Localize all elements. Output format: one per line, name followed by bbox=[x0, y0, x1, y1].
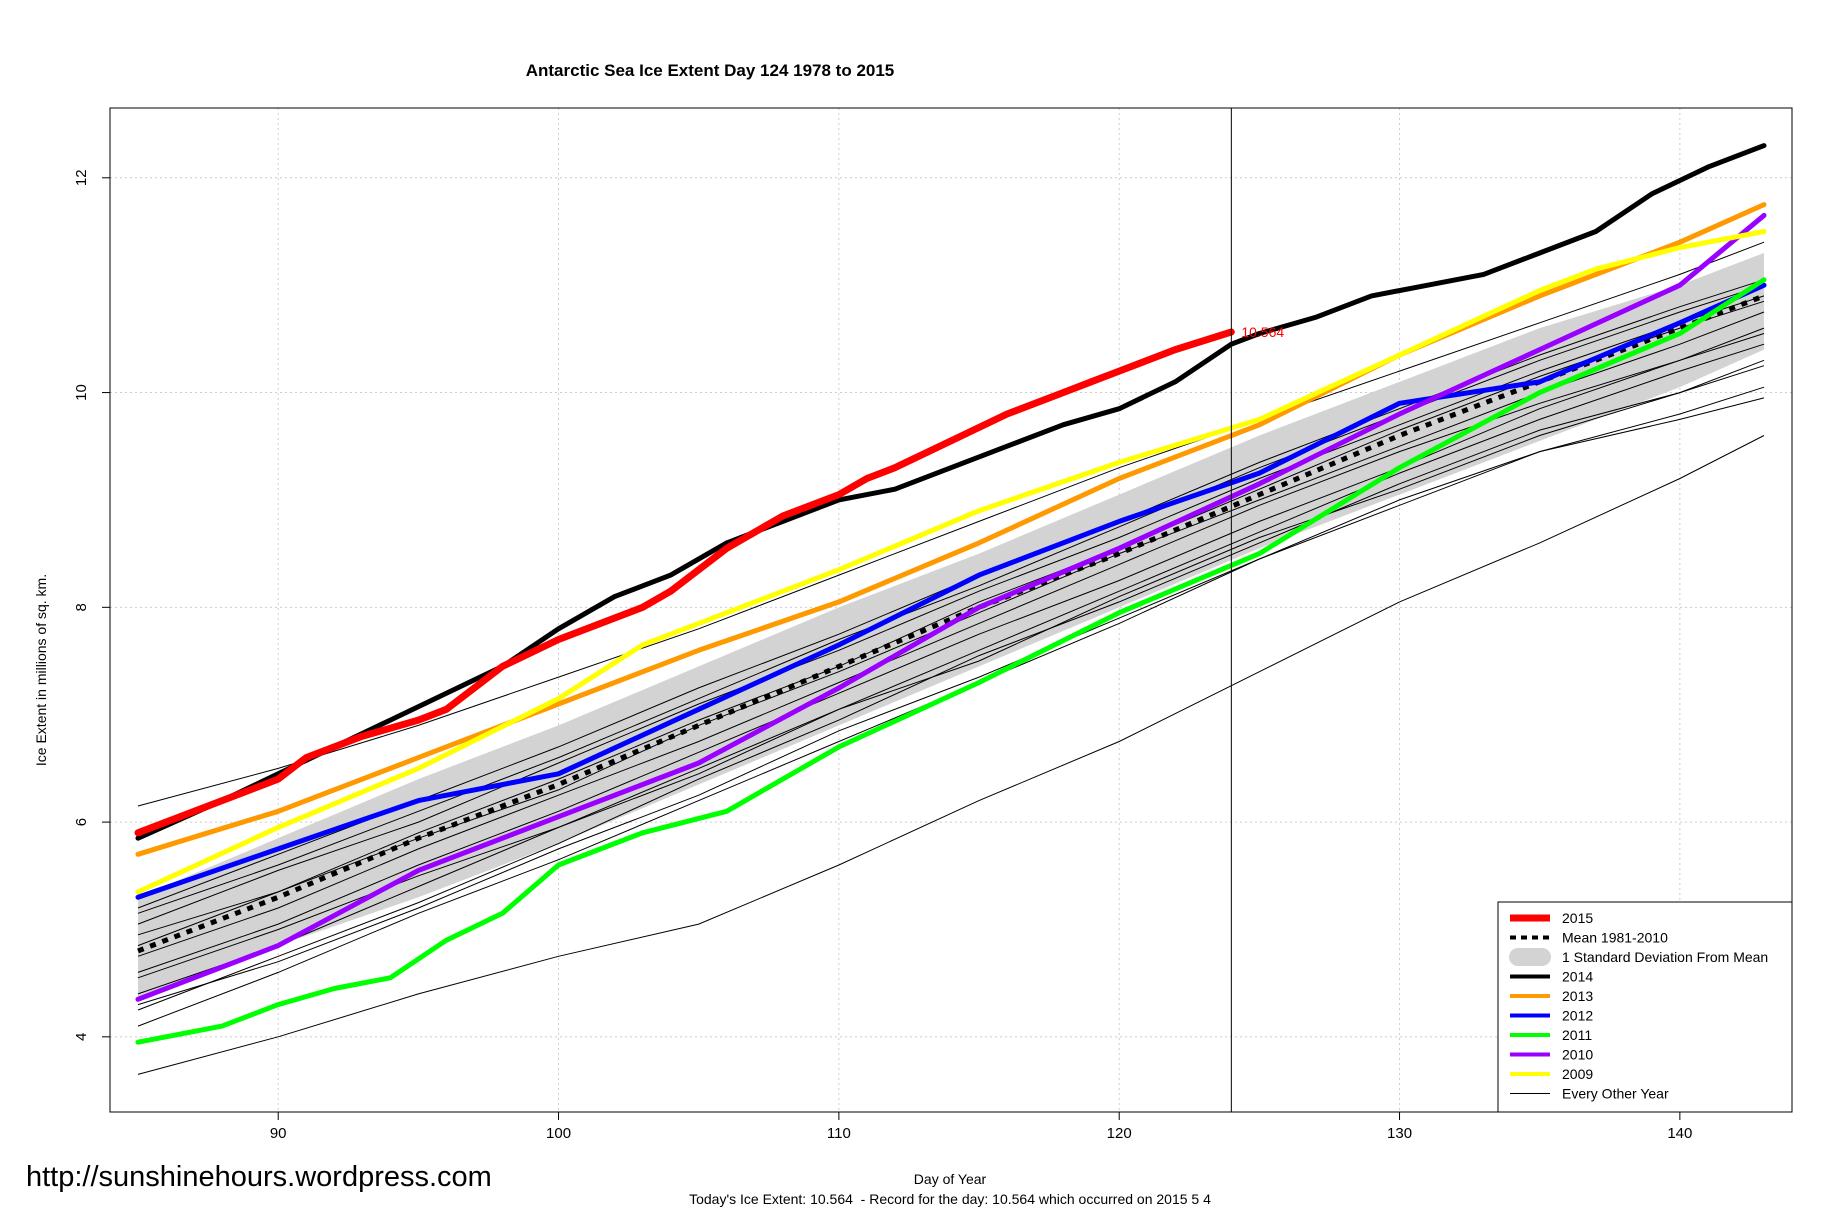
x-tick-label-120: 120 bbox=[1107, 1125, 1132, 1142]
x-tick-label-100: 100 bbox=[546, 1125, 571, 1142]
legend-label-2012: 2012 bbox=[1562, 1008, 1593, 1024]
legend-label-2009: 2009 bbox=[1562, 1066, 1593, 1082]
other-year-line-10 bbox=[137, 333, 1765, 957]
x-tick-label-90: 90 bbox=[270, 1125, 287, 1142]
other-year-line-12 bbox=[137, 343, 1765, 979]
series-line-2009 bbox=[135, 229, 1767, 895]
legend-label-1-standard-deviation-from-mean: 1 Standard Deviation From Mean bbox=[1562, 949, 1768, 965]
other-year-line-4 bbox=[137, 365, 1765, 995]
series-line-2013 bbox=[135, 202, 1767, 857]
current-value-label: 10.564 bbox=[1241, 324, 1284, 340]
other-year-line-2 bbox=[137, 435, 1765, 1075]
x-tick-label-110: 110 bbox=[827, 1125, 851, 1142]
footer-note: Today's Ice Extent: 10.564 - Record for … bbox=[689, 1191, 1211, 1207]
y-tick-label-4: 4 bbox=[73, 1033, 90, 1041]
watermark-url: http://sunshinehours.wordpress.com bbox=[26, 1161, 492, 1193]
series-layer bbox=[134, 143, 1767, 1045]
y-axis-label: Ice Extent in millions of sq. km. bbox=[33, 574, 49, 766]
legend-label-2015: 2015 bbox=[1562, 910, 1593, 926]
series-line-2015 bbox=[134, 328, 1235, 837]
y-tick-label-10: 10 bbox=[73, 384, 90, 401]
legend-label-every-other-year: Every Other Year bbox=[1562, 1086, 1669, 1102]
legend-label-2014: 2014 bbox=[1562, 969, 1593, 985]
series-line-2010 bbox=[135, 212, 1767, 1002]
x-tick-label-140: 140 bbox=[1667, 1125, 1692, 1142]
other-year-line-6 bbox=[137, 295, 1765, 925]
chart-title: Antarctic Sea Ice Extent Day 124 1978 to… bbox=[526, 61, 895, 80]
legend-label-2013: 2013 bbox=[1562, 988, 1593, 1004]
y-tick-label-8: 8 bbox=[73, 603, 90, 611]
other-year-line-1 bbox=[137, 241, 1765, 807]
x-axis-label: Day of Year bbox=[914, 1171, 987, 1187]
plot-frame bbox=[109, 107, 1793, 1113]
legend: 2015 Mean 1981-2010 1 Standard Deviation F… bbox=[1497, 901, 1793, 1113]
other-year-line-3 bbox=[137, 359, 1765, 1011]
other-year-line-7 bbox=[137, 327, 1765, 973]
legend-label-2010: 2010 bbox=[1562, 1047, 1593, 1063]
y-tick-label-12: 12 bbox=[73, 169, 90, 186]
other-year-line-11 bbox=[137, 284, 1765, 914]
series-line-2012 bbox=[135, 282, 1767, 900]
legend-label-2011: 2011 bbox=[1562, 1027, 1592, 1043]
legend-label-mean-1981-2010: Mean 1981-2010 bbox=[1562, 930, 1668, 946]
series-line-2011 bbox=[135, 277, 1767, 1045]
y-tick-label-6: 6 bbox=[73, 818, 90, 826]
series-line-2014 bbox=[135, 143, 1767, 841]
legend-swatch-1-standard-deviation-from-mean bbox=[1509, 948, 1551, 966]
x-tick-label-130: 130 bbox=[1387, 1125, 1412, 1142]
other-year-line-9 bbox=[137, 397, 1765, 1006]
other-year-line-13 bbox=[137, 300, 1765, 947]
axis-layer: 90 100 110 120 130 140 4 6 8 10 12 bbox=[73, 107, 1793, 1142]
